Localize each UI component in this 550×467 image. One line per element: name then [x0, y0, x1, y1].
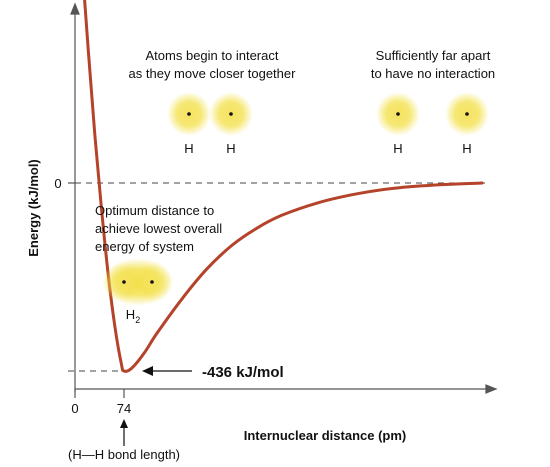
- molecule-nucleus-right: [150, 280, 154, 284]
- minimum-arrowhead: [142, 366, 153, 376]
- bond-length-label: (H—H bond length): [68, 447, 180, 462]
- atom-label-far-right: H: [462, 141, 471, 156]
- axes: [68, 2, 498, 398]
- atom-label-interact-left: H: [184, 141, 193, 156]
- x-axis-arrow: [485, 384, 498, 394]
- interact-note-line2: as they move closer together: [129, 66, 297, 81]
- far-note-line1: Sufficiently far apart: [376, 48, 491, 63]
- x-tick-label-zero: 0: [71, 401, 78, 416]
- optimum-note-line2: achieve lowest overall: [95, 221, 222, 236]
- x-axis-title: Internuclear distance (pm): [244, 428, 407, 443]
- molecule-label-main: H: [126, 307, 135, 322]
- y-axis-arrow: [70, 2, 80, 15]
- y-axis-title: Energy (kJ/mol): [26, 159, 41, 257]
- interact-note-line1: Atoms begin to interact: [146, 48, 279, 63]
- nucleus-interact-right: [229, 112, 233, 116]
- far-note-line2: to have no interaction: [371, 66, 495, 81]
- molecule-label-subscript: 2: [135, 315, 140, 325]
- optimum-note-line3: energy of system: [95, 239, 194, 254]
- y-tick-label-zero: 0: [54, 176, 61, 191]
- atom-label-interact-right: H: [226, 141, 235, 156]
- nucleus-far-left: [396, 112, 400, 116]
- x-tick-label-74: 74: [117, 401, 131, 416]
- nucleus-far-right: [465, 112, 469, 116]
- bond-length-arrowhead: [120, 419, 128, 428]
- atom-label-far-left: H: [393, 141, 402, 156]
- minimum-energy-label: -436 kJ/mol: [202, 364, 284, 381]
- molecule-nucleus-left: [122, 280, 126, 284]
- optimum-note-line1: Optimum distance to: [95, 203, 214, 218]
- molecule-label: H2: [126, 307, 140, 325]
- nucleus-interact-left: [187, 112, 191, 116]
- potential-energy-curve: [83, 0, 484, 373]
